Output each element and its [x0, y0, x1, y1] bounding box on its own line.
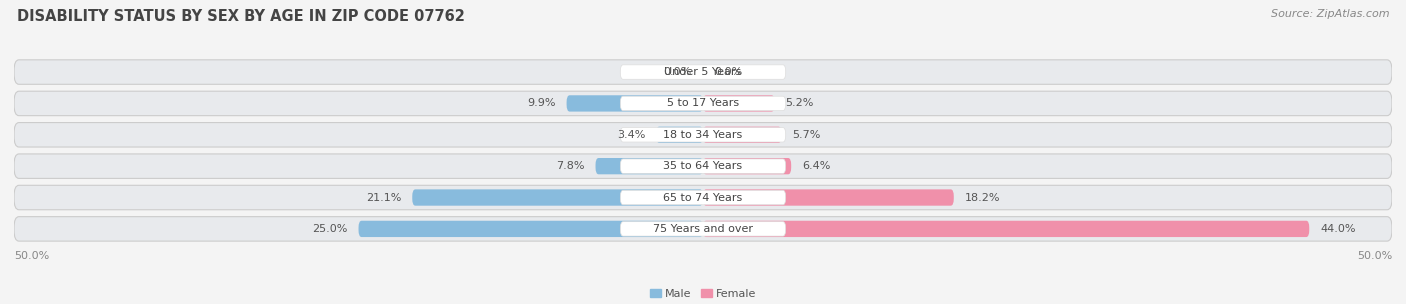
Text: 0.0%: 0.0% [664, 67, 692, 77]
FancyBboxPatch shape [14, 91, 1392, 116]
Text: 5.7%: 5.7% [793, 130, 821, 140]
FancyBboxPatch shape [359, 221, 703, 237]
Text: 25.0%: 25.0% [312, 224, 347, 234]
FancyBboxPatch shape [620, 96, 786, 111]
FancyBboxPatch shape [620, 128, 786, 142]
FancyBboxPatch shape [657, 127, 703, 143]
FancyBboxPatch shape [620, 222, 786, 236]
FancyBboxPatch shape [703, 221, 1309, 237]
FancyBboxPatch shape [703, 95, 775, 112]
FancyBboxPatch shape [14, 60, 1392, 84]
Text: 5.2%: 5.2% [786, 98, 814, 109]
Text: Under 5 Years: Under 5 Years [665, 67, 741, 77]
FancyBboxPatch shape [703, 158, 792, 174]
Text: 44.0%: 44.0% [1320, 224, 1355, 234]
Text: 3.4%: 3.4% [617, 130, 645, 140]
Text: 6.4%: 6.4% [803, 161, 831, 171]
Text: 7.8%: 7.8% [555, 161, 585, 171]
FancyBboxPatch shape [703, 127, 782, 143]
Legend: Male, Female: Male, Female [650, 289, 756, 299]
Text: 18 to 34 Years: 18 to 34 Years [664, 130, 742, 140]
Text: 75 Years and over: 75 Years and over [652, 224, 754, 234]
FancyBboxPatch shape [620, 159, 786, 173]
FancyBboxPatch shape [412, 189, 703, 206]
Text: 50.0%: 50.0% [1357, 251, 1392, 261]
Text: 5 to 17 Years: 5 to 17 Years [666, 98, 740, 109]
FancyBboxPatch shape [620, 190, 786, 205]
FancyBboxPatch shape [14, 185, 1392, 210]
FancyBboxPatch shape [14, 217, 1392, 241]
Text: 18.2%: 18.2% [965, 192, 1000, 202]
FancyBboxPatch shape [567, 95, 703, 112]
FancyBboxPatch shape [14, 123, 1392, 147]
FancyBboxPatch shape [620, 65, 786, 79]
Text: 0.0%: 0.0% [714, 67, 742, 77]
FancyBboxPatch shape [14, 154, 1392, 178]
FancyBboxPatch shape [596, 158, 703, 174]
Text: 35 to 64 Years: 35 to 64 Years [664, 161, 742, 171]
Text: 21.1%: 21.1% [366, 192, 401, 202]
Text: Source: ZipAtlas.com: Source: ZipAtlas.com [1271, 9, 1389, 19]
Text: 65 to 74 Years: 65 to 74 Years [664, 192, 742, 202]
Text: 9.9%: 9.9% [527, 98, 555, 109]
Text: 50.0%: 50.0% [14, 251, 49, 261]
Text: DISABILITY STATUS BY SEX BY AGE IN ZIP CODE 07762: DISABILITY STATUS BY SEX BY AGE IN ZIP C… [17, 9, 465, 24]
FancyBboxPatch shape [703, 189, 953, 206]
